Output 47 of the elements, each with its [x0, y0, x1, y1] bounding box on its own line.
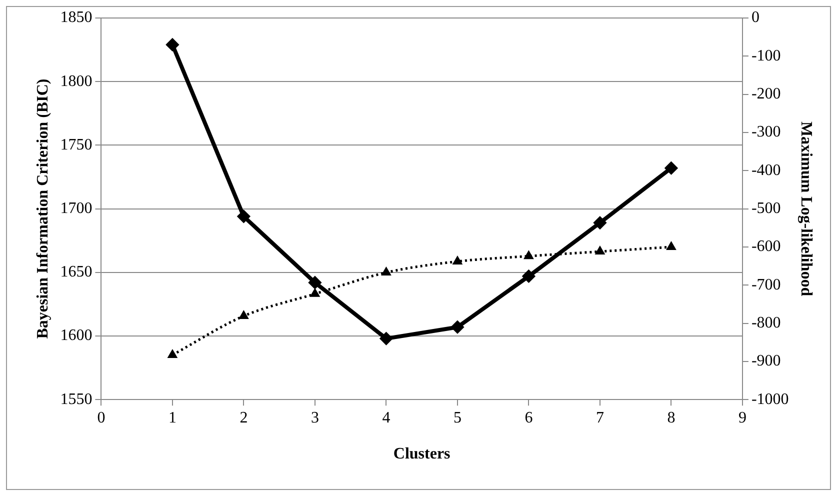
- y-tick-label: 1800: [60, 72, 92, 90]
- x-axis-title: Clusters: [393, 446, 450, 463]
- y-tick-label: 1600: [60, 327, 92, 344]
- point: [310, 289, 320, 297]
- y-tick-label: 1550: [60, 390, 92, 408]
- y2-tick-label: -300: [751, 124, 781, 141]
- point: [665, 162, 678, 174]
- y2-tick-label: -500: [751, 200, 781, 218]
- point: [594, 216, 606, 229]
- y-tick-label: 1750: [60, 136, 92, 154]
- point: [666, 242, 676, 250]
- y-tick-label: 1850: [60, 9, 92, 26]
- point: [239, 311, 248, 320]
- x-tick-label: 4: [382, 409, 390, 426]
- x-tick-label: 8: [667, 409, 676, 426]
- point: [166, 38, 178, 51]
- y2-tick-label: 0: [751, 9, 760, 26]
- x-tick-label: 9: [738, 409, 746, 426]
- y-tick-label: 1700: [60, 200, 92, 218]
- y2-axis-title: Maximum Log-likelihood: [797, 121, 814, 296]
- point: [380, 332, 392, 345]
- y-tick-label: 1650: [60, 264, 92, 281]
- x-tick-label: 7: [596, 409, 604, 426]
- x-tick-label: 1: [168, 409, 176, 426]
- point: [451, 321, 464, 334]
- y2-tick-label: -1000: [751, 390, 789, 408]
- point: [524, 251, 533, 260]
- y-axis-title: Bayesian Information Criterion (BIC): [34, 78, 52, 339]
- y2-tick-label: -700: [751, 276, 781, 294]
- point: [238, 210, 250, 222]
- y2-tick-label: -100: [751, 47, 781, 64]
- x-tick-label: 0: [97, 409, 106, 426]
- point: [453, 256, 462, 264]
- y2-tick-label: -800: [751, 314, 781, 332]
- point: [522, 270, 535, 282]
- x-tick-label: 3: [310, 409, 319, 426]
- y2-tick-label: -900: [751, 352, 781, 370]
- point: [308, 276, 321, 289]
- point: [596, 246, 604, 255]
- y2-tick-label: -200: [751, 86, 781, 103]
- y2-tick-label: -400: [751, 162, 781, 179]
- y2-tick-label: -600: [751, 238, 781, 256]
- point: [382, 268, 390, 276]
- x-tick-label: 6: [524, 409, 533, 426]
- point: [168, 350, 177, 358]
- x-tick-label: 2: [240, 409, 248, 426]
- x-tick-label: 5: [453, 409, 462, 426]
